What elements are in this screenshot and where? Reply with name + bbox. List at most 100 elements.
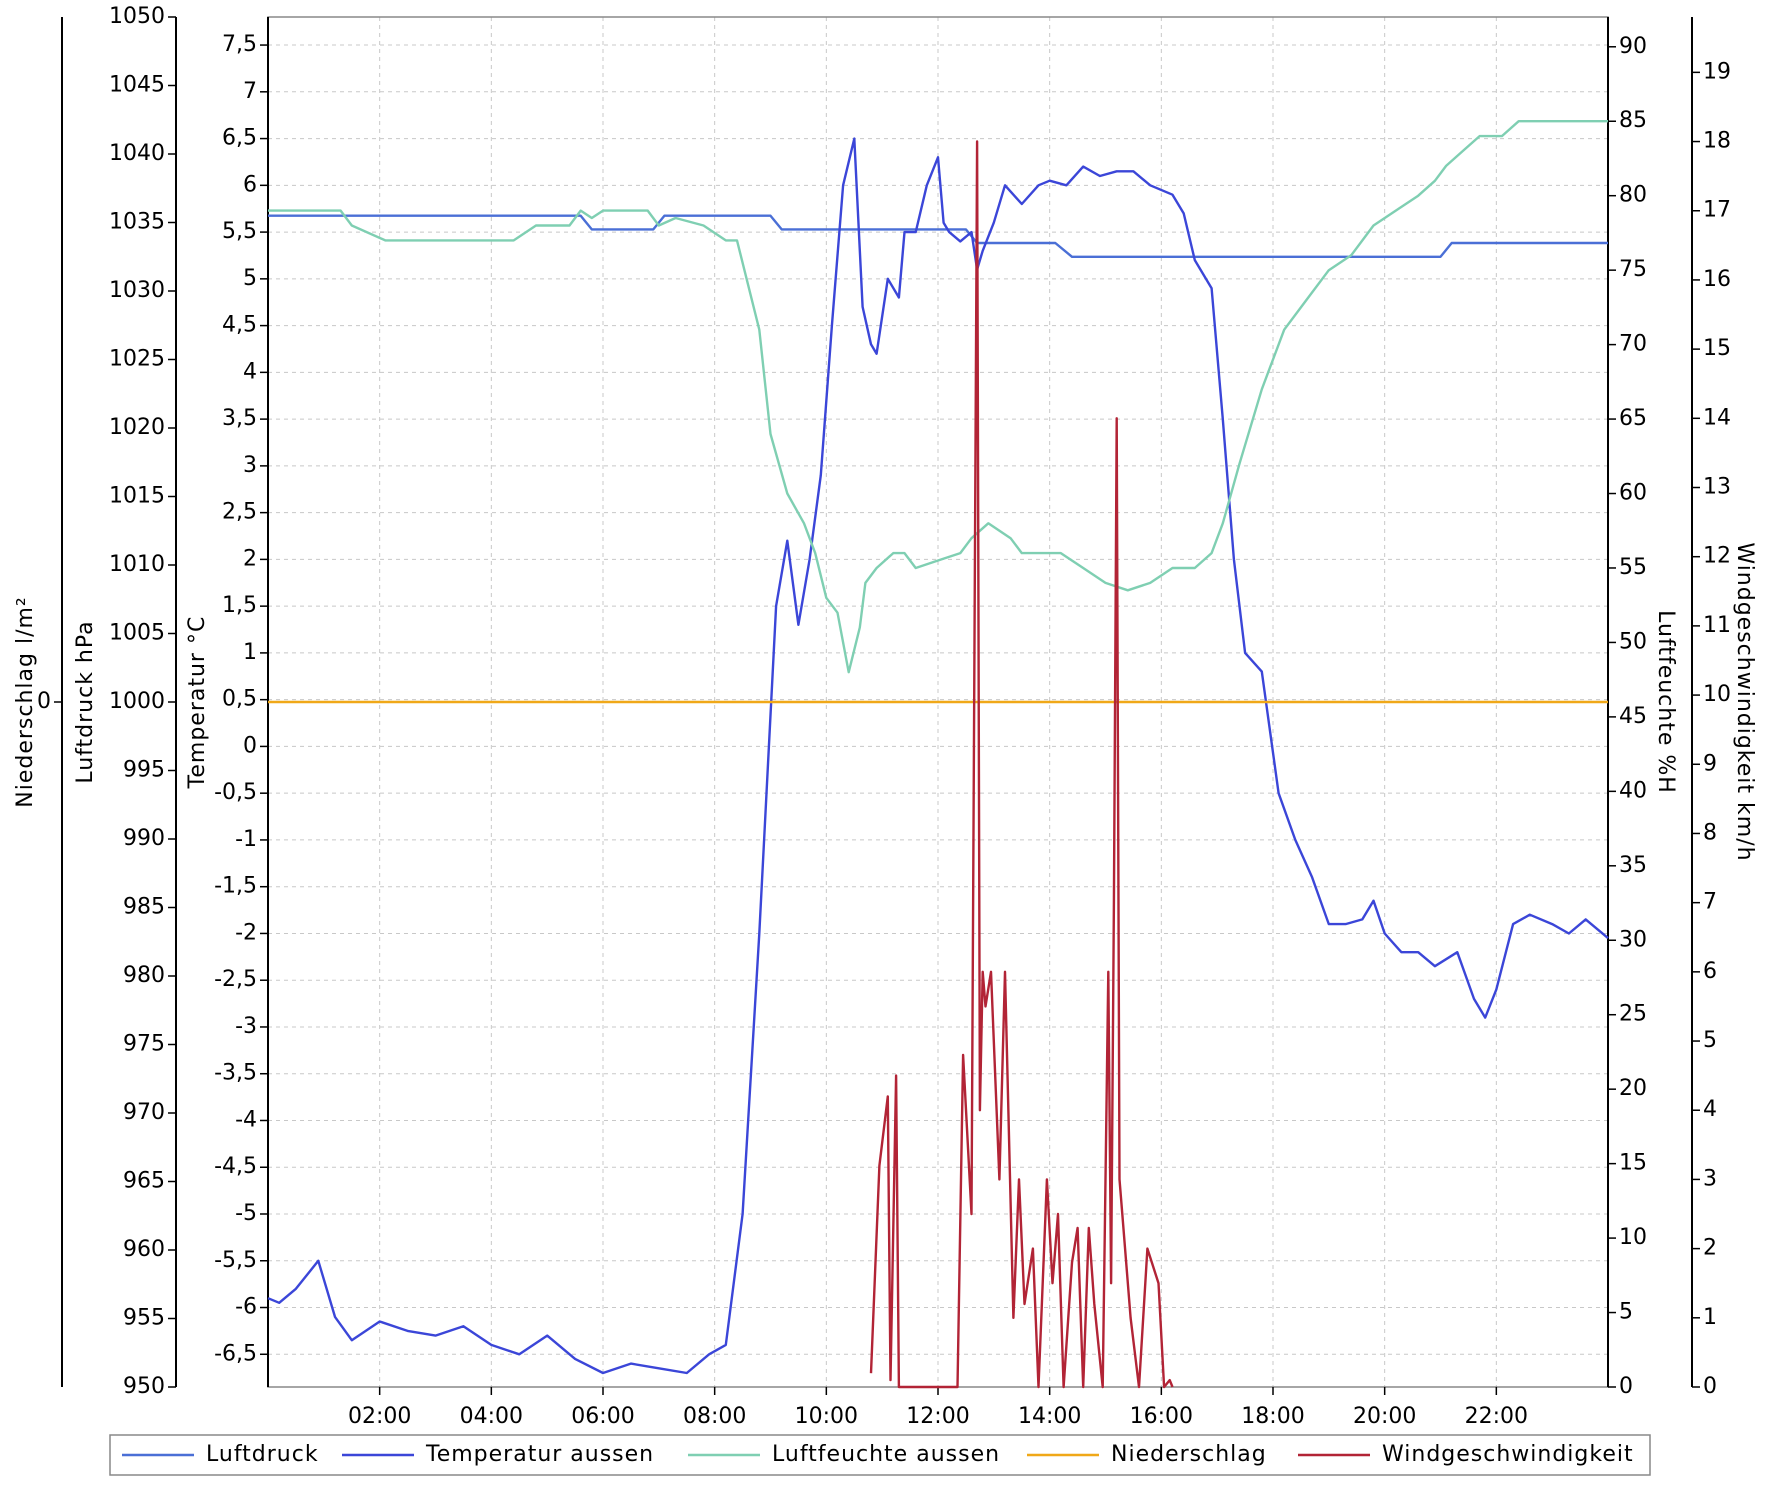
y-tick-label-wind: 5 xyxy=(1703,1028,1717,1053)
y-tick-label-temperatur: -3,5 xyxy=(214,1061,257,1086)
y-tick-label-luftdruck: 1020 xyxy=(109,415,165,440)
x-tick-label: 16:00 xyxy=(1130,1404,1193,1429)
y-tick-label-wind: 0 xyxy=(1703,1374,1717,1399)
x-axis: 02:00 04:00 06:00 08:00 10:00 12:00 14:00 16:00… xyxy=(348,1387,1528,1429)
y-tick-label-luftfeuchte: 55 xyxy=(1619,555,1647,580)
axis-title-temperatur: Temperatur °C xyxy=(185,616,210,790)
y-tick-label-luftdruck: 960 xyxy=(123,1237,165,1262)
y-tick-label-luftfeuchte: 10 xyxy=(1619,1225,1647,1250)
y-tick-label-luftfeuchte: 20 xyxy=(1619,1076,1647,1101)
y-tick-label-temperatur: 0 xyxy=(243,733,257,758)
y-tick-label-luftdruck: 975 xyxy=(123,1032,165,1057)
series-lines xyxy=(267,119,1609,1389)
y-tick-label-wind: 4 xyxy=(1703,1097,1717,1122)
y-tick-label-temperatur: -6 xyxy=(235,1295,257,1320)
y-tick-label-temperatur: 5 xyxy=(243,266,257,291)
y-tick-label-wind: 11 xyxy=(1703,613,1731,638)
y-tick-label-luftfeuchte: 35 xyxy=(1619,853,1647,878)
y-tick-label-luftdruck: 1015 xyxy=(109,484,165,509)
y-tick-label-luftdruck: 1040 xyxy=(109,141,165,166)
y-tick-label-luftdruck: 985 xyxy=(123,895,165,920)
legend-entry: Luftdruck xyxy=(122,1442,319,1467)
y-tick-label-wind: 13 xyxy=(1703,475,1731,500)
legend-label: Windgeschwindigkeit xyxy=(1382,1442,1634,1467)
y-tick-label-temperatur: -5 xyxy=(235,1201,257,1226)
y-tick-label-luftdruck: 955 xyxy=(123,1306,165,1331)
y-tick-label-luftdruck: 1050 xyxy=(109,4,165,29)
x-tick-label: 02:00 xyxy=(348,1404,411,1429)
axis-title-wind: Windgeschwindigkeit km/h xyxy=(1732,542,1757,861)
y-tick-label-wind: 6 xyxy=(1703,959,1717,984)
axis-title-niederschlag: Niederschlag l/m² xyxy=(13,596,38,807)
x-tick-label: 10:00 xyxy=(795,1404,858,1429)
y-tick-label-temperatur: 2 xyxy=(243,546,257,571)
y-tick-label-temperatur: 4,5 xyxy=(222,313,257,338)
y-tick-label-wind: 18 xyxy=(1703,129,1731,154)
y-tick-label-luftfeuchte: 70 xyxy=(1619,332,1647,357)
y-tick-label-niederschlag: 0 xyxy=(37,689,51,714)
axis-title-luftdruck: Luftdruck hPa xyxy=(73,620,98,783)
x-tick-label: 14:00 xyxy=(1018,1404,1081,1429)
y-tick-label-wind: 1 xyxy=(1703,1305,1717,1330)
y-tick-label-luftdruck: 970 xyxy=(123,1100,165,1125)
y-tick-label-luftdruck: 1005 xyxy=(109,621,165,646)
y-tick-label-wind: 12 xyxy=(1703,544,1731,569)
y-tick-label-temperatur: -5,5 xyxy=(214,1248,257,1273)
y-tick-label-luftfeuchte: 75 xyxy=(1619,257,1647,282)
y-tick-label-temperatur: 1,5 xyxy=(222,593,257,618)
y-tick-label-wind: 8 xyxy=(1703,820,1717,845)
legend-entry: Windgeschwindigkeit xyxy=(1298,1442,1634,1467)
y-tick-label-temperatur: 3 xyxy=(243,453,257,478)
y-tick-label-luftfeuchte: 90 xyxy=(1619,34,1647,59)
series-line-temperatur-aussen xyxy=(267,137,1609,1375)
y-tick-label-luftfeuchte: 5 xyxy=(1619,1300,1633,1325)
y-tick-label-temperatur: -2 xyxy=(235,920,257,945)
x-tick-label: 12:00 xyxy=(906,1404,969,1429)
y-tick-label-luftdruck: 965 xyxy=(123,1169,165,1194)
y-tick-label-wind: 15 xyxy=(1703,336,1731,361)
y-tick-label-luftdruck: 1000 xyxy=(109,689,165,714)
legend: Luftdruck Temperatur aussen Luftfeuchte au… xyxy=(109,1434,1651,1476)
y-tick-label-temperatur: 5,5 xyxy=(222,219,257,244)
legend-entry: Luftfeuchte aussen xyxy=(688,1442,1000,1467)
y-tick-label-luftdruck: 1030 xyxy=(109,278,165,303)
y-tick-label-wind: 10 xyxy=(1703,682,1731,707)
y-tick-label-temperatur: 0,5 xyxy=(222,687,257,712)
y-tick-label-luftfeuchte: 65 xyxy=(1619,406,1647,431)
y-tick-label-temperatur: 6,5 xyxy=(222,126,257,151)
y-tick-label-wind: 3 xyxy=(1703,1166,1717,1191)
y-tick-label-temperatur: -2,5 xyxy=(214,967,257,992)
y-tick-label-temperatur: -4 xyxy=(235,1107,257,1132)
legend-label: Luftfeuchte aussen xyxy=(772,1442,1000,1467)
y-tick-label-luftfeuchte: 15 xyxy=(1619,1151,1647,1176)
y-tick-label-luftdruck: 995 xyxy=(123,758,165,783)
x-tick-label: 22:00 xyxy=(1465,1404,1528,1429)
series-line-luftfeuchte-aussen xyxy=(268,119,1608,674)
y-tick-label-luftfeuchte: 30 xyxy=(1619,927,1647,952)
y-tick-label-temperatur: 6 xyxy=(243,172,257,197)
legend-label: Luftdruck xyxy=(206,1442,319,1467)
y-tick-label-temperatur: 7 xyxy=(243,79,257,104)
y-tick-label-temperatur: 1 xyxy=(243,640,257,665)
y-tick-label-luftdruck: 1010 xyxy=(109,552,165,577)
y-tick-label-luftfeuchte: 40 xyxy=(1619,778,1647,803)
y-tick-label-luftfeuchte: 0 xyxy=(1619,1374,1633,1399)
legend-label: Niederschlag xyxy=(1111,1442,1267,1467)
y-tick-label-temperatur: -0,5 xyxy=(214,780,257,805)
x-tick-label: 08:00 xyxy=(683,1404,746,1429)
axis-wind: 012345678910111213141516171819Windgeschw… xyxy=(1691,17,1757,1399)
y-tick-label-wind: 16 xyxy=(1703,267,1731,292)
y-tick-label-wind: 14 xyxy=(1703,405,1731,430)
x-tick-label: 18:00 xyxy=(1241,1404,1304,1429)
y-tick-label-luftfeuchte: 80 xyxy=(1619,183,1647,208)
y-tick-label-temperatur: 3,5 xyxy=(222,406,257,431)
y-tick-label-luftdruck: 1035 xyxy=(109,210,165,235)
y-tick-label-luftdruck: 1045 xyxy=(109,73,165,98)
y-tick-label-temperatur: 2,5 xyxy=(222,500,257,525)
y-tick-label-luftdruck: 1025 xyxy=(109,347,165,372)
y-tick-label-luftfeuchte: 50 xyxy=(1619,629,1647,654)
y-tick-label-wind: 7 xyxy=(1703,890,1717,915)
y-tick-label-luftdruck: 980 xyxy=(123,963,165,988)
